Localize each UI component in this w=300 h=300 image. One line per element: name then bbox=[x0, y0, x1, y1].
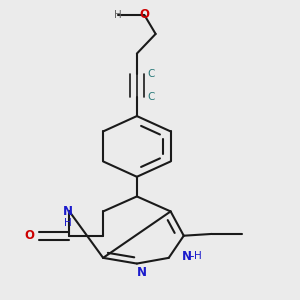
Text: H: H bbox=[64, 218, 71, 228]
Text: O: O bbox=[140, 8, 149, 22]
Text: N: N bbox=[182, 250, 192, 262]
Text: C: C bbox=[147, 92, 155, 102]
Text: N: N bbox=[62, 205, 73, 218]
Text: O: O bbox=[25, 229, 34, 242]
Text: N: N bbox=[136, 266, 146, 279]
Text: H: H bbox=[194, 251, 202, 261]
Text: -: - bbox=[189, 250, 194, 262]
Text: C: C bbox=[147, 69, 155, 79]
Text: H: H bbox=[114, 10, 122, 20]
